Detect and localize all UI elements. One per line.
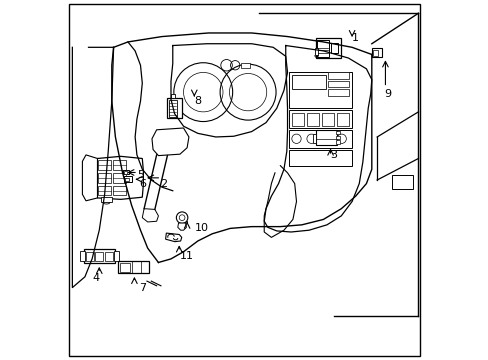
Bar [336, 131, 339, 134]
Text: 11: 11 [180, 251, 194, 261]
Polygon shape [165, 233, 182, 242]
Text: 8: 8 [194, 96, 201, 106]
Bar [125, 178, 129, 181]
Bar [123, 170, 129, 174]
Bar [101, 197, 112, 202]
Bar [289, 149, 351, 166]
Bar [171, 94, 175, 98]
Bar [113, 160, 126, 170]
Text: 6: 6 [139, 179, 145, 189]
Bar [314, 48, 317, 55]
Bar [124, 176, 132, 182]
Bar [105, 252, 113, 261]
Text: 4: 4 [92, 273, 99, 283]
Polygon shape [96, 156, 143, 199]
Bar [168, 100, 176, 117]
Bar [118, 261, 148, 273]
Bar [327, 72, 348, 78]
Bar [372, 50, 377, 56]
Text: 2: 2 [160, 179, 167, 189]
Bar [316, 39, 341, 58]
Polygon shape [82, 155, 97, 201]
Text: 9: 9 [384, 89, 391, 99]
Bar [289, 110, 351, 128]
Bar [371, 48, 381, 57]
Bar [83, 249, 115, 263]
Text: 7: 7 [139, 283, 145, 293]
Text: 3: 3 [330, 150, 337, 160]
Bar [391, 175, 412, 189]
Bar [306, 113, 319, 126]
Bar [317, 40, 328, 57]
Bar [291, 113, 304, 126]
Bar [114, 251, 119, 261]
Bar [98, 186, 111, 195]
Bar [321, 113, 333, 126]
Bar [80, 251, 84, 261]
Bar [113, 186, 126, 195]
Bar [315, 130, 336, 145]
Bar [289, 130, 351, 148]
Text: 5: 5 [137, 170, 143, 180]
Bar [336, 135, 339, 139]
Bar [327, 89, 348, 96]
Bar [327, 81, 348, 87]
Polygon shape [142, 209, 158, 222]
Bar [85, 252, 93, 261]
Text: 1: 1 [351, 33, 358, 43]
Bar [95, 252, 103, 261]
Bar [98, 160, 111, 170]
Text: 10: 10 [194, 224, 208, 233]
Bar [167, 98, 182, 118]
Bar [330, 42, 338, 53]
Bar [120, 263, 130, 272]
Bar [289, 72, 351, 108]
Bar [241, 63, 249, 68]
Bar [98, 173, 111, 183]
Bar [312, 134, 316, 143]
Bar [336, 140, 339, 144]
Bar [124, 171, 126, 174]
Bar [113, 173, 126, 183]
Polygon shape [178, 223, 186, 230]
Bar [336, 113, 348, 126]
Polygon shape [152, 128, 188, 156]
Bar [291, 75, 325, 89]
